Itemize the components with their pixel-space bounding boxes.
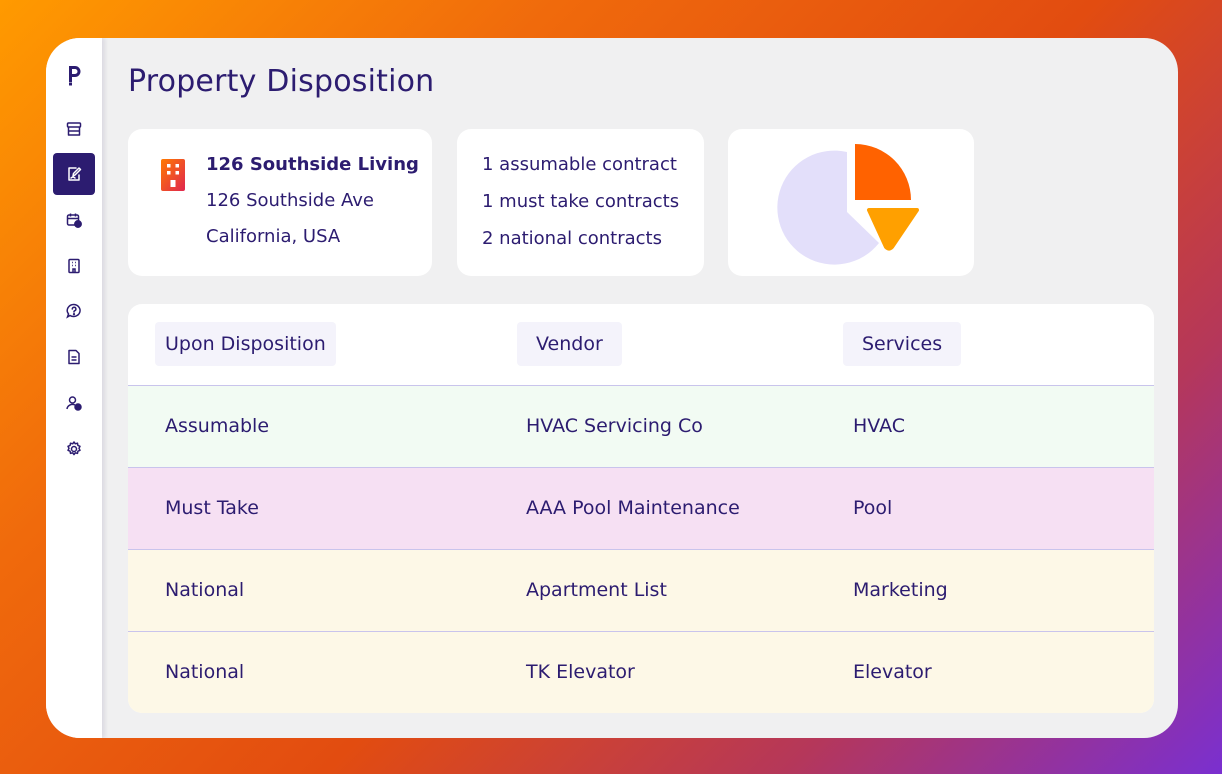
assumable-count: 1 assumable contract [482, 154, 677, 175]
table-row[interactable]: Assumable HVAC Servicing Co HVAC [128, 385, 1154, 467]
property-location: California, USA [206, 226, 341, 247]
cell-disposition: Assumable [165, 415, 270, 437]
property-card: 126 Southside Living 126 Southside Ave C… [128, 129, 432, 276]
cell-vendor: Apartment List [526, 579, 667, 601]
pie-slice-assumable [855, 144, 911, 200]
property-name: 126 Southside Living [206, 154, 419, 175]
cell-service: Pool [853, 497, 893, 519]
cell-service: Marketing [853, 579, 948, 601]
nav-calendar[interactable] [53, 199, 95, 241]
contracts-summary-card: 1 assumable contract 1 must take contrac… [457, 129, 704, 276]
nav-support[interactable] [53, 290, 95, 332]
building-icon [161, 159, 185, 191]
gear-icon [67, 441, 81, 456]
header-upon-disposition[interactable]: Upon Disposition [155, 322, 336, 366]
cell-vendor: HVAC Servicing Co [526, 415, 703, 437]
contracts-pie-chart-card [728, 129, 974, 276]
cell-vendor: TK Elevator [526, 661, 635, 683]
help-chat-icon [66, 303, 81, 319]
p-logo-icon[interactable] [66, 64, 82, 86]
edit-document-icon [68, 167, 82, 181]
sidebar [46, 38, 102, 738]
store-icon [66, 122, 82, 136]
nav-documents[interactable] [53, 336, 95, 378]
header-services[interactable]: Services [843, 322, 962, 366]
page-title: Property Disposition [128, 64, 435, 99]
header-vendor[interactable]: Vendor [517, 322, 622, 366]
contracts-pie-chart [777, 144, 919, 265]
cell-service: HVAC [853, 415, 905, 437]
user-settings-icon [66, 396, 82, 411]
calendar-clock-icon [66, 213, 82, 228]
app-window: Property Disposition 126 Southside Livin… [46, 38, 1178, 738]
cell-disposition: Must Take [165, 497, 259, 519]
pie-slice-must-take [867, 208, 919, 251]
property-address: 126 Southside Ave [206, 190, 374, 211]
nav-properties[interactable] [53, 245, 95, 287]
table-row[interactable]: National TK Elevator Elevator [128, 631, 1154, 713]
document-icon [68, 349, 80, 365]
cell-vendor: AAA Pool Maintenance [526, 497, 740, 519]
cell-disposition: National [165, 661, 245, 683]
nav-store[interactable] [53, 108, 95, 150]
table-row[interactable]: Must Take AAA Pool Maintenance Pool [128, 467, 1154, 549]
nav-users[interactable] [53, 382, 95, 424]
cell-disposition: National [165, 579, 245, 601]
nav-settings[interactable] [53, 428, 95, 470]
cell-service: Elevator [853, 661, 932, 683]
nav-disposition[interactable] [53, 153, 95, 195]
building-icon [68, 258, 80, 274]
must-take-count: 1 must take contracts [482, 191, 680, 212]
pie-slice-national [777, 150, 879, 265]
national-count: 2 national contracts [482, 228, 662, 249]
contracts-table: Upon Disposition Vendor Services Assumab… [128, 304, 1154, 713]
table-row[interactable]: National Apartment List Marketing [128, 549, 1154, 631]
